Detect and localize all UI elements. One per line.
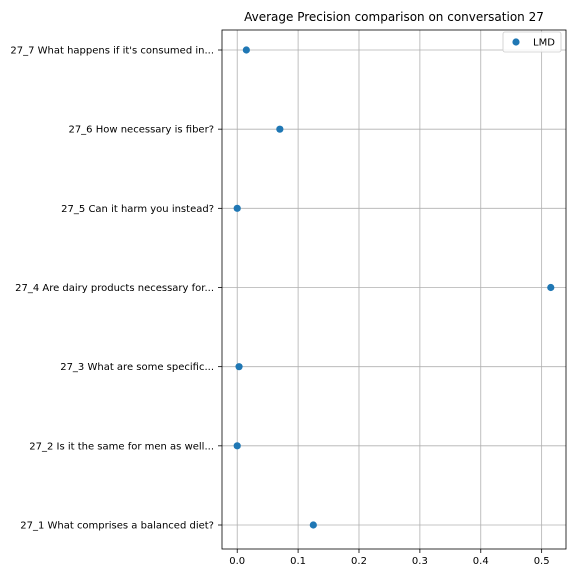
chart-title: Average Precision comparison on conversa… xyxy=(244,10,544,24)
data-point xyxy=(233,442,241,450)
x-tick-label: 0.0 xyxy=(229,556,245,567)
category-label: 27_2 Is it the same for men as well... xyxy=(29,441,214,452)
x-tick-label: 0.5 xyxy=(534,556,550,567)
x-tick-label: 0.4 xyxy=(473,556,489,567)
x-tick-label: 0.1 xyxy=(290,556,306,567)
data-point xyxy=(235,363,243,371)
category-label: 27_1 What comprises a balanced diet? xyxy=(20,521,214,532)
category-label: 27_5 Can it harm you instead? xyxy=(61,204,214,215)
legend: LMD xyxy=(502,31,562,53)
category-label: 27_7 What happens if it's consumed in... xyxy=(10,46,214,57)
data-point xyxy=(276,125,284,133)
category-label: 27_6 How necessary is fiber? xyxy=(68,125,214,136)
legend-label: LMD xyxy=(533,38,555,49)
category-label: 27_4 Are dairy products necessary for... xyxy=(15,283,214,294)
ticks: 0.0 0.1 0.2 0.3 0.4 0.5 27_1 What comprises a … xyxy=(10,46,549,568)
plot-frame xyxy=(221,29,567,550)
data-point xyxy=(233,204,241,212)
grid xyxy=(222,30,566,549)
category-label: 27_3 What are some specific... xyxy=(60,362,214,373)
x-tick-label: 0.3 xyxy=(412,556,428,567)
legend-marker xyxy=(512,38,520,46)
legend-box xyxy=(502,31,562,53)
data-point xyxy=(547,283,555,292)
data-point xyxy=(309,521,317,529)
data-points xyxy=(233,46,555,529)
data-point xyxy=(242,46,250,54)
x-tick-label: 0.2 xyxy=(351,556,367,567)
